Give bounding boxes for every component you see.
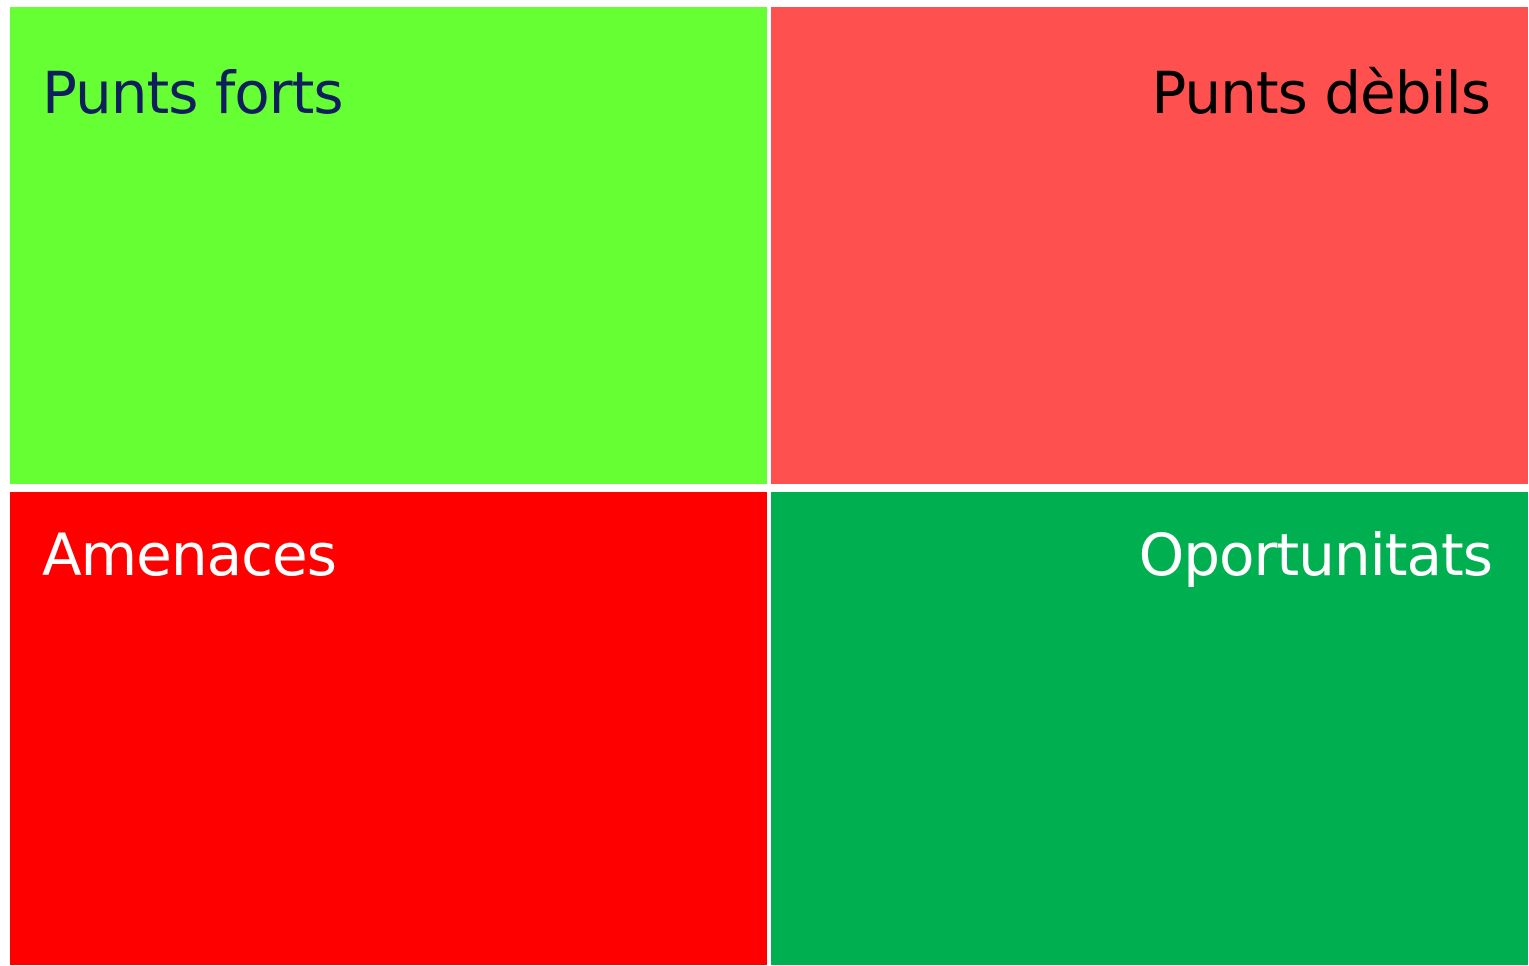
quadrant-label: Oportunitats — [1138, 521, 1493, 589]
quadrant-label: Amenaces — [42, 521, 337, 589]
threats-quadrant: Amenaces — [10, 492, 767, 965]
opportunities-quadrant: Oportunitats — [771, 492, 1528, 965]
quadrant-label: Punts forts — [42, 59, 344, 127]
quadrant-label: Punts dèbils — [1151, 59, 1491, 127]
weaknesses-quadrant: Punts dèbils — [771, 7, 1528, 484]
strengths-quadrant: Punts forts — [10, 7, 767, 484]
